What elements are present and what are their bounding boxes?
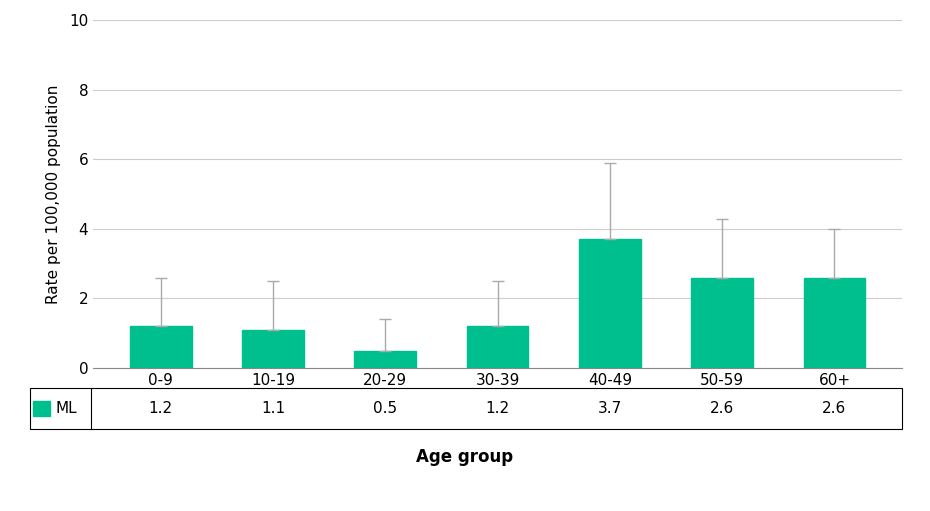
Bar: [467, 326, 528, 368]
Bar: [242, 330, 304, 368]
Text: Age group: Age group: [417, 448, 513, 467]
Y-axis label: Rate per 100,000 population: Rate per 100,000 population: [46, 84, 60, 304]
Bar: [691, 277, 753, 368]
Text: 3.7: 3.7: [598, 401, 622, 416]
Bar: [804, 277, 865, 368]
Bar: [579, 239, 641, 368]
Text: 2.6: 2.6: [822, 401, 846, 416]
Text: 0.5: 0.5: [373, 401, 397, 416]
Text: ML: ML: [56, 401, 77, 416]
Text: 1.2: 1.2: [149, 401, 173, 416]
Bar: [130, 326, 192, 368]
Text: 1.2: 1.2: [485, 401, 510, 416]
Bar: [354, 351, 416, 368]
Text: 1.1: 1.1: [261, 401, 285, 416]
Text: 2.6: 2.6: [710, 401, 735, 416]
